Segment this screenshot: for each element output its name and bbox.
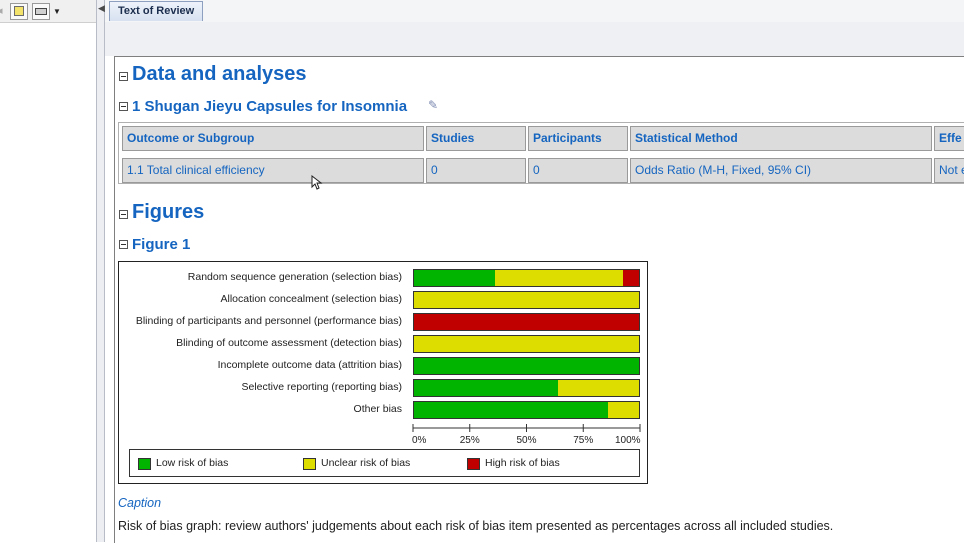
legend-label: Unclear risk of bias [321, 457, 411, 469]
bar-segment [414, 402, 608, 418]
figure-title: Figure 1 [132, 236, 191, 253]
section-title-figures: Figures [132, 201, 205, 223]
bar-row [413, 269, 640, 287]
chart-legend: Low risk of bias Unclear risk of bias High… [129, 449, 640, 477]
collapse-splitter[interactable]: ◀ [96, 0, 105, 542]
bar-segment [495, 270, 624, 286]
x-tick-label: 75% [573, 435, 594, 446]
bar-segment [414, 336, 639, 352]
outcome-link[interactable]: 1.1 Total clinical efficiency [122, 158, 424, 183]
bar-segment [414, 270, 495, 286]
caption-text: Risk of bias graph: review authors' judg… [118, 519, 834, 533]
x-tick-label: 0% [412, 435, 427, 446]
category-label: Blinding of outcome assessment (detectio… [176, 337, 402, 349]
participants-cell: 0 [528, 158, 628, 183]
column-header-effect: Effe [934, 126, 964, 151]
chevron-left-icon[interactable]: ◀ [98, 3, 105, 13]
x-tick-label: 50% [516, 435, 537, 446]
studies-cell: 0 [426, 158, 526, 183]
statistical-method-cell: Odds Ratio (M-H, Fixed, 95% CI) [630, 158, 932, 183]
bar-segment [414, 314, 639, 330]
category-label: Allocation concealment (selection bias) [220, 293, 402, 305]
effect-cell: Not e [934, 158, 964, 183]
bar-row [413, 357, 640, 375]
pin-icon[interactable]: ✎ [428, 98, 439, 112]
bar-segment [623, 270, 639, 286]
comparison-title: 1 Shugan Jieyu Capsules for Insomnia [132, 98, 408, 115]
collapse-toggle-icon[interactable] [119, 102, 128, 111]
left-toolbar: ◂ ▼ [0, 0, 96, 23]
bar-segment [414, 380, 558, 396]
print-button[interactable] [32, 3, 50, 20]
bar-segment [414, 358, 639, 374]
risk-of-bias-graph: Random sequence generation (selection bi… [118, 261, 648, 484]
bar-segment [607, 402, 639, 418]
column-header-statistical-method: Statistical Method [630, 126, 932, 151]
category-label: Incomplete outcome data (attrition bias) [217, 359, 402, 371]
category-label: Random sequence generation (selection bi… [187, 271, 402, 283]
analyses-table: Outcome or Subgroup Studies Participants… [118, 122, 964, 184]
bar-row [413, 335, 640, 353]
arrow-icon: ◂ [0, 4, 3, 17]
bar-segment [414, 292, 639, 308]
caption-label: Caption [118, 496, 162, 510]
collapse-toggle-icon[interactable] [119, 240, 128, 249]
legend-label: High risk of bias [485, 457, 560, 469]
category-label: Other bias [353, 403, 402, 415]
review-document: Data and analyses 1 Shugan Jieyu Capsule… [114, 56, 964, 543]
category-label: Blinding of participants and personnel (… [135, 315, 402, 327]
tab-strip: Text of Review [105, 0, 964, 23]
mouse-cursor-icon [311, 175, 323, 190]
category-label: Selective reporting (reporting bias) [241, 381, 403, 393]
column-header-outcome: Outcome or Subgroup [122, 126, 424, 151]
left-panel: ◂ ▼ [0, 0, 97, 542]
bar-row [413, 401, 640, 419]
x-tick-label: 25% [459, 435, 480, 446]
bar-row [413, 291, 640, 309]
tab-text-of-review[interactable]: Text of Review [109, 1, 204, 21]
column-header-studies: Studies [426, 126, 526, 151]
printer-icon [35, 8, 47, 15]
legend-label: Low risk of bias [156, 457, 229, 469]
bar-row [413, 313, 640, 331]
legend-swatch [303, 458, 316, 470]
column-header-participants: Participants [528, 126, 628, 151]
section-title-data-and-analyses: Data and analyses [132, 63, 307, 85]
sticky-note-icon [14, 6, 24, 16]
content-gutter [105, 22, 964, 56]
bar-segment [558, 380, 639, 396]
legend-swatch [467, 458, 480, 470]
collapse-toggle-icon[interactable] [119, 210, 128, 219]
collapse-toggle-icon[interactable] [119, 72, 128, 81]
chevron-down-icon[interactable]: ▼ [53, 7, 61, 16]
note-button[interactable] [10, 3, 28, 20]
legend-swatch [138, 458, 151, 470]
x-tick-label: 100% [615, 435, 641, 446]
bar-row [413, 379, 640, 397]
